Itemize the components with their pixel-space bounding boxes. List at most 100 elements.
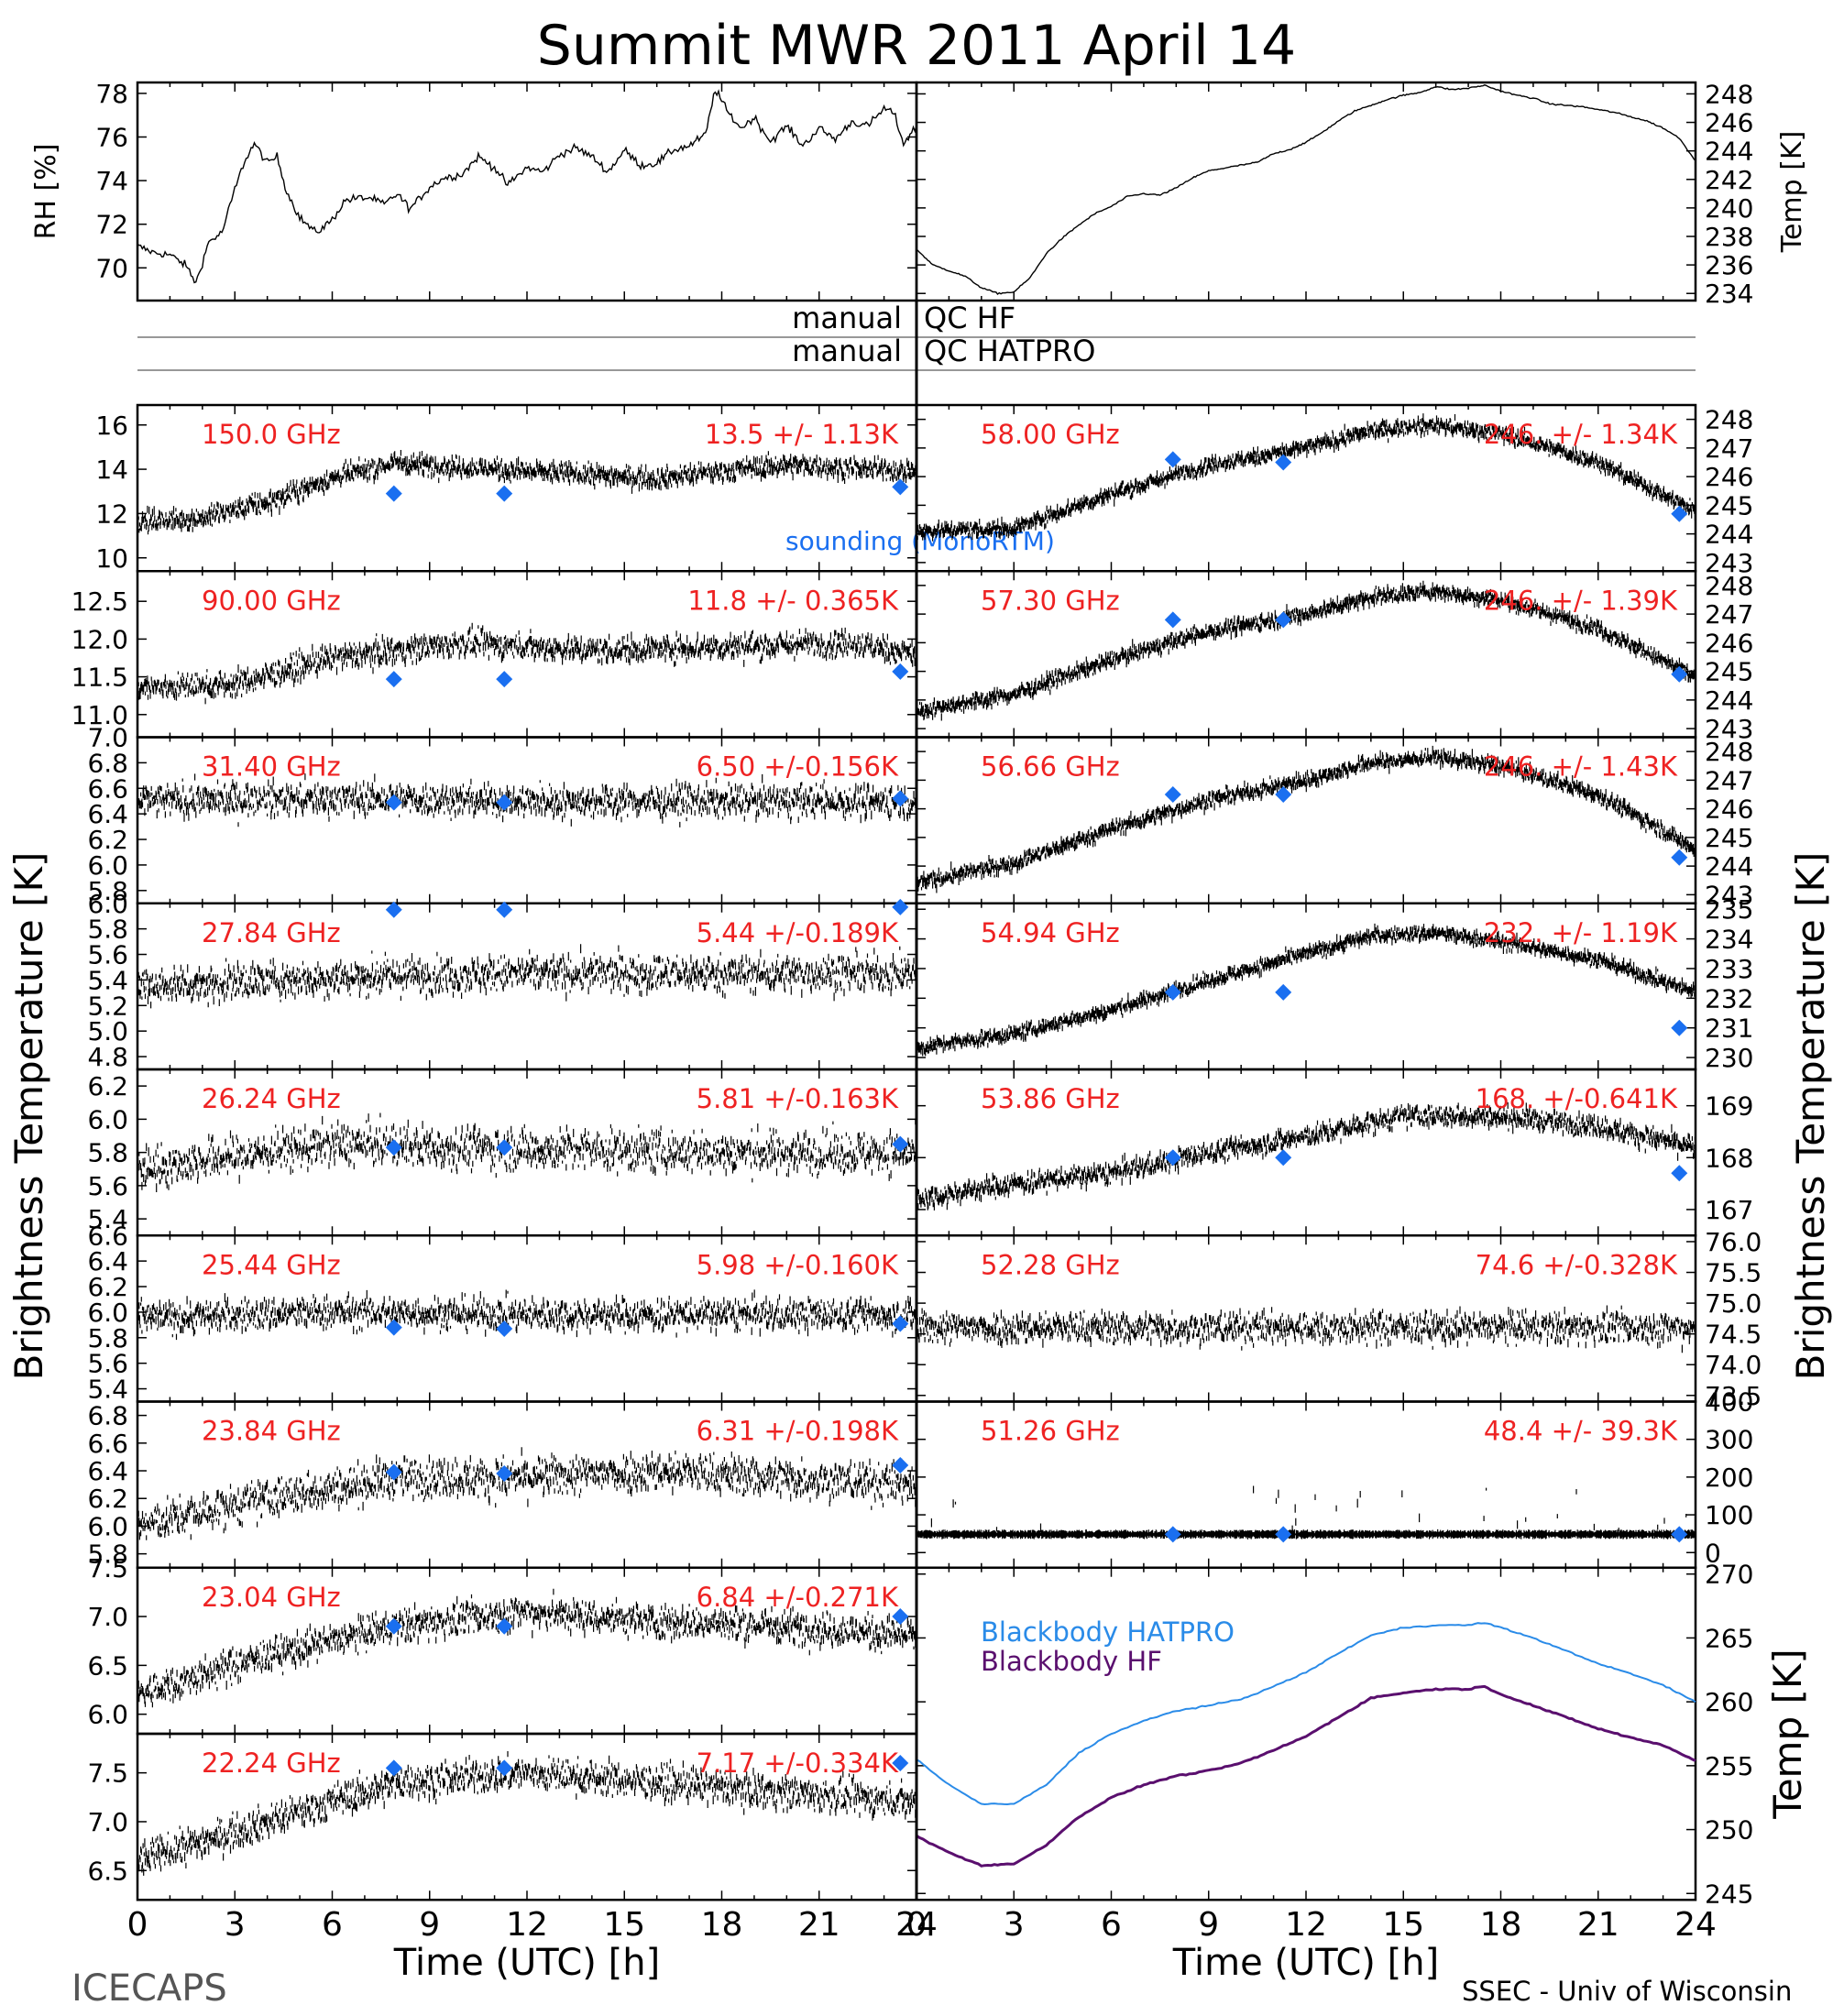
- c2624-stats-label: 5.81 +/-0.163K: [697, 1083, 899, 1114]
- footer-ssec: SSEC - Univ of Wisconsin: [1462, 1976, 1792, 2007]
- c314-ytick-label: 6.8: [87, 748, 128, 778]
- c2224-sounding-marker: [892, 1754, 909, 1771]
- c5126-ytick-label: 300: [1705, 1425, 1753, 1455]
- c2544-ytick-label: 6.2: [87, 1272, 128, 1302]
- c2384-sounding-marker: [496, 1465, 513, 1483]
- c2624-data-points: [137, 1112, 917, 1192]
- temp-ytick-label: 234: [1705, 279, 1753, 309]
- c2544-sounding-marker: [385, 1319, 402, 1336]
- c150-ytick-label: 14: [95, 455, 128, 485]
- panel-c2384: 5.86.06.26.46.66.8 23.84 GHz 6.31 +/-0.198…: [87, 1400, 918, 1570]
- rh-ylabel: RH [%]: [30, 144, 62, 240]
- c150-sounding-marker: [496, 485, 513, 502]
- c2624-ytick-label: 5.8: [87, 1138, 128, 1168]
- c2544-ytick-label: 5.6: [87, 1349, 128, 1379]
- c5126-ytick-label: 400: [1705, 1387, 1753, 1418]
- qc-hf-right-label: QC HF: [924, 301, 1015, 335]
- c5730-ytick-label: 248: [1705, 571, 1753, 601]
- x-tick-label: 0: [906, 1906, 927, 1944]
- c5666-ytick-label: 244: [1705, 851, 1753, 882]
- c5494-ytick-label: 233: [1705, 954, 1753, 984]
- c2224-ytick-label: 7.0: [87, 1807, 128, 1837]
- c2544-ytick-label: 6.6: [87, 1221, 128, 1251]
- qc-hf-left-label: manual: [792, 301, 902, 335]
- c2784-ytick-label: 5.4: [87, 965, 128, 995]
- c2224-sounding-marker: [385, 1759, 402, 1777]
- c90-stats-label: 11.8 +/- 0.365K: [687, 585, 899, 616]
- blackbody-series-1: [916, 1684, 1696, 1868]
- c5126-sounding-marker: [1671, 1526, 1688, 1543]
- c5126-ytick-label: 0: [1705, 1538, 1721, 1568]
- c150-ytick-label: 10: [95, 543, 128, 574]
- c2384-ytick-label: 6.0: [87, 1511, 128, 1541]
- panel-c314: 5.86.06.26.46.66.87.0 31.40 GHz 6.50 +/-0.…: [87, 723, 918, 906]
- c5386-data-points: [916, 1101, 1696, 1211]
- c2544-ytick-label: 6.4: [87, 1246, 128, 1276]
- c90-ytick-label: 11.0: [71, 700, 128, 730]
- c5228-ytick-label: 75.5: [1705, 1258, 1762, 1288]
- x-tick-label: 6: [1101, 1906, 1122, 1944]
- c2304-stats-label: 6.84 +/-0.271K: [697, 1582, 899, 1613]
- c5800-sounding-marker: [1275, 454, 1292, 471]
- c90-ytick-label: 12.0: [71, 624, 128, 654]
- c2784-ytick-label: 5.6: [87, 940, 128, 970]
- c150-sounding-marker: [892, 478, 909, 496]
- blackbody-ytick-label: 245: [1705, 1879, 1753, 1909]
- c314-sounding-marker: [385, 794, 402, 811]
- panel-c2624: 5.45.65.8 6.06.2 26.24 GHz 5.81 +/-0.163K: [87, 1068, 918, 1237]
- panel-c5126: 0 100 200 300 400 51.26 GHz 48.4 +/- 39.3K: [915, 1387, 1753, 1569]
- rh-panel: 70 72 74 76 78 RH [%]: [30, 79, 918, 302]
- blackbody-legend-1: Blackbody HF: [981, 1646, 1162, 1677]
- c5494-ytick-label: 231: [1705, 1013, 1753, 1044]
- c5228-ytick-label: 74.5: [1705, 1320, 1762, 1350]
- blackbody-legend-0: Blackbody HATPRO: [981, 1616, 1235, 1648]
- c2384-sounding-marker: [892, 1456, 909, 1474]
- c314-stats-label: 6.50 +/-0.156K: [697, 751, 899, 783]
- c5666-sounding-marker: [1275, 786, 1292, 803]
- footer-icecaps: ICECAPS: [71, 1967, 227, 2010]
- blackbody-ytick-label: 250: [1705, 1815, 1753, 1846]
- c2224-freq-label: 22.24 GHz: [202, 1748, 341, 1779]
- x-tick-label: 24: [1674, 1906, 1717, 1944]
- c5666-ytick-label: 243: [1705, 880, 1753, 910]
- c2304-ytick-label: 7.5: [87, 1553, 128, 1583]
- c5800-ytick-label: 248: [1705, 405, 1753, 435]
- qc-hatpro-left-label: manual: [792, 334, 902, 368]
- c2544-sounding-marker: [496, 1320, 513, 1338]
- c5386-freq-label: 53.86 GHz: [981, 1083, 1120, 1114]
- rh-ytick-label: 78: [95, 79, 128, 109]
- c2304-sounding-marker: [496, 1617, 513, 1635]
- c5228-freq-label: 52.28 GHz: [981, 1249, 1120, 1280]
- c314-freq-label: 31.40 GHz: [202, 751, 341, 783]
- c314-sounding-marker: [892, 790, 909, 807]
- c5126-ytick-label: 200: [1705, 1463, 1753, 1493]
- x-axis-label-right: Time (UTC) [h]: [1172, 1942, 1439, 1984]
- c5386-sounding-marker: [1275, 1149, 1292, 1167]
- x-tick-label: 9: [419, 1906, 440, 1944]
- temp-ytick-label: 244: [1705, 137, 1753, 167]
- x-tick-label: 3: [1004, 1906, 1025, 1944]
- c5126-ytick-label: 100: [1705, 1500, 1753, 1530]
- c5228-ytick-label: 74.0: [1705, 1350, 1762, 1380]
- c5494-sounding-marker: [1164, 983, 1181, 1001]
- temp-ytick-label: 246: [1705, 108, 1753, 138]
- c5494-sounding-marker: [1275, 983, 1292, 1001]
- x-tick-label: 24: [895, 1906, 938, 1944]
- left-side-label: Brightness Temperature [K]: [6, 852, 51, 1381]
- c150-sounding-marker: [385, 485, 402, 502]
- c5800-ytick-label: 247: [1705, 433, 1753, 464]
- c2304-ytick-label: 6.5: [87, 1650, 128, 1681]
- c5126-freq-label: 51.26 GHz: [981, 1416, 1120, 1447]
- c2384-ytick-label: 6.6: [87, 1429, 128, 1459]
- c2624-sounding-marker: [385, 1139, 402, 1156]
- c2624-ytick-label: 6.0: [87, 1104, 128, 1134]
- c314-data-points: [137, 773, 917, 827]
- right-side-label: Brightness Temperature [K]: [1788, 852, 1833, 1381]
- c2544-sounding-marker: [892, 1315, 909, 1332]
- c2384-ytick-label: 5.8: [87, 1539, 128, 1570]
- c5494-ytick-label: 234: [1705, 925, 1753, 955]
- c90-ytick-label: 11.5: [71, 663, 128, 693]
- c2624-sounding-marker: [892, 1135, 909, 1153]
